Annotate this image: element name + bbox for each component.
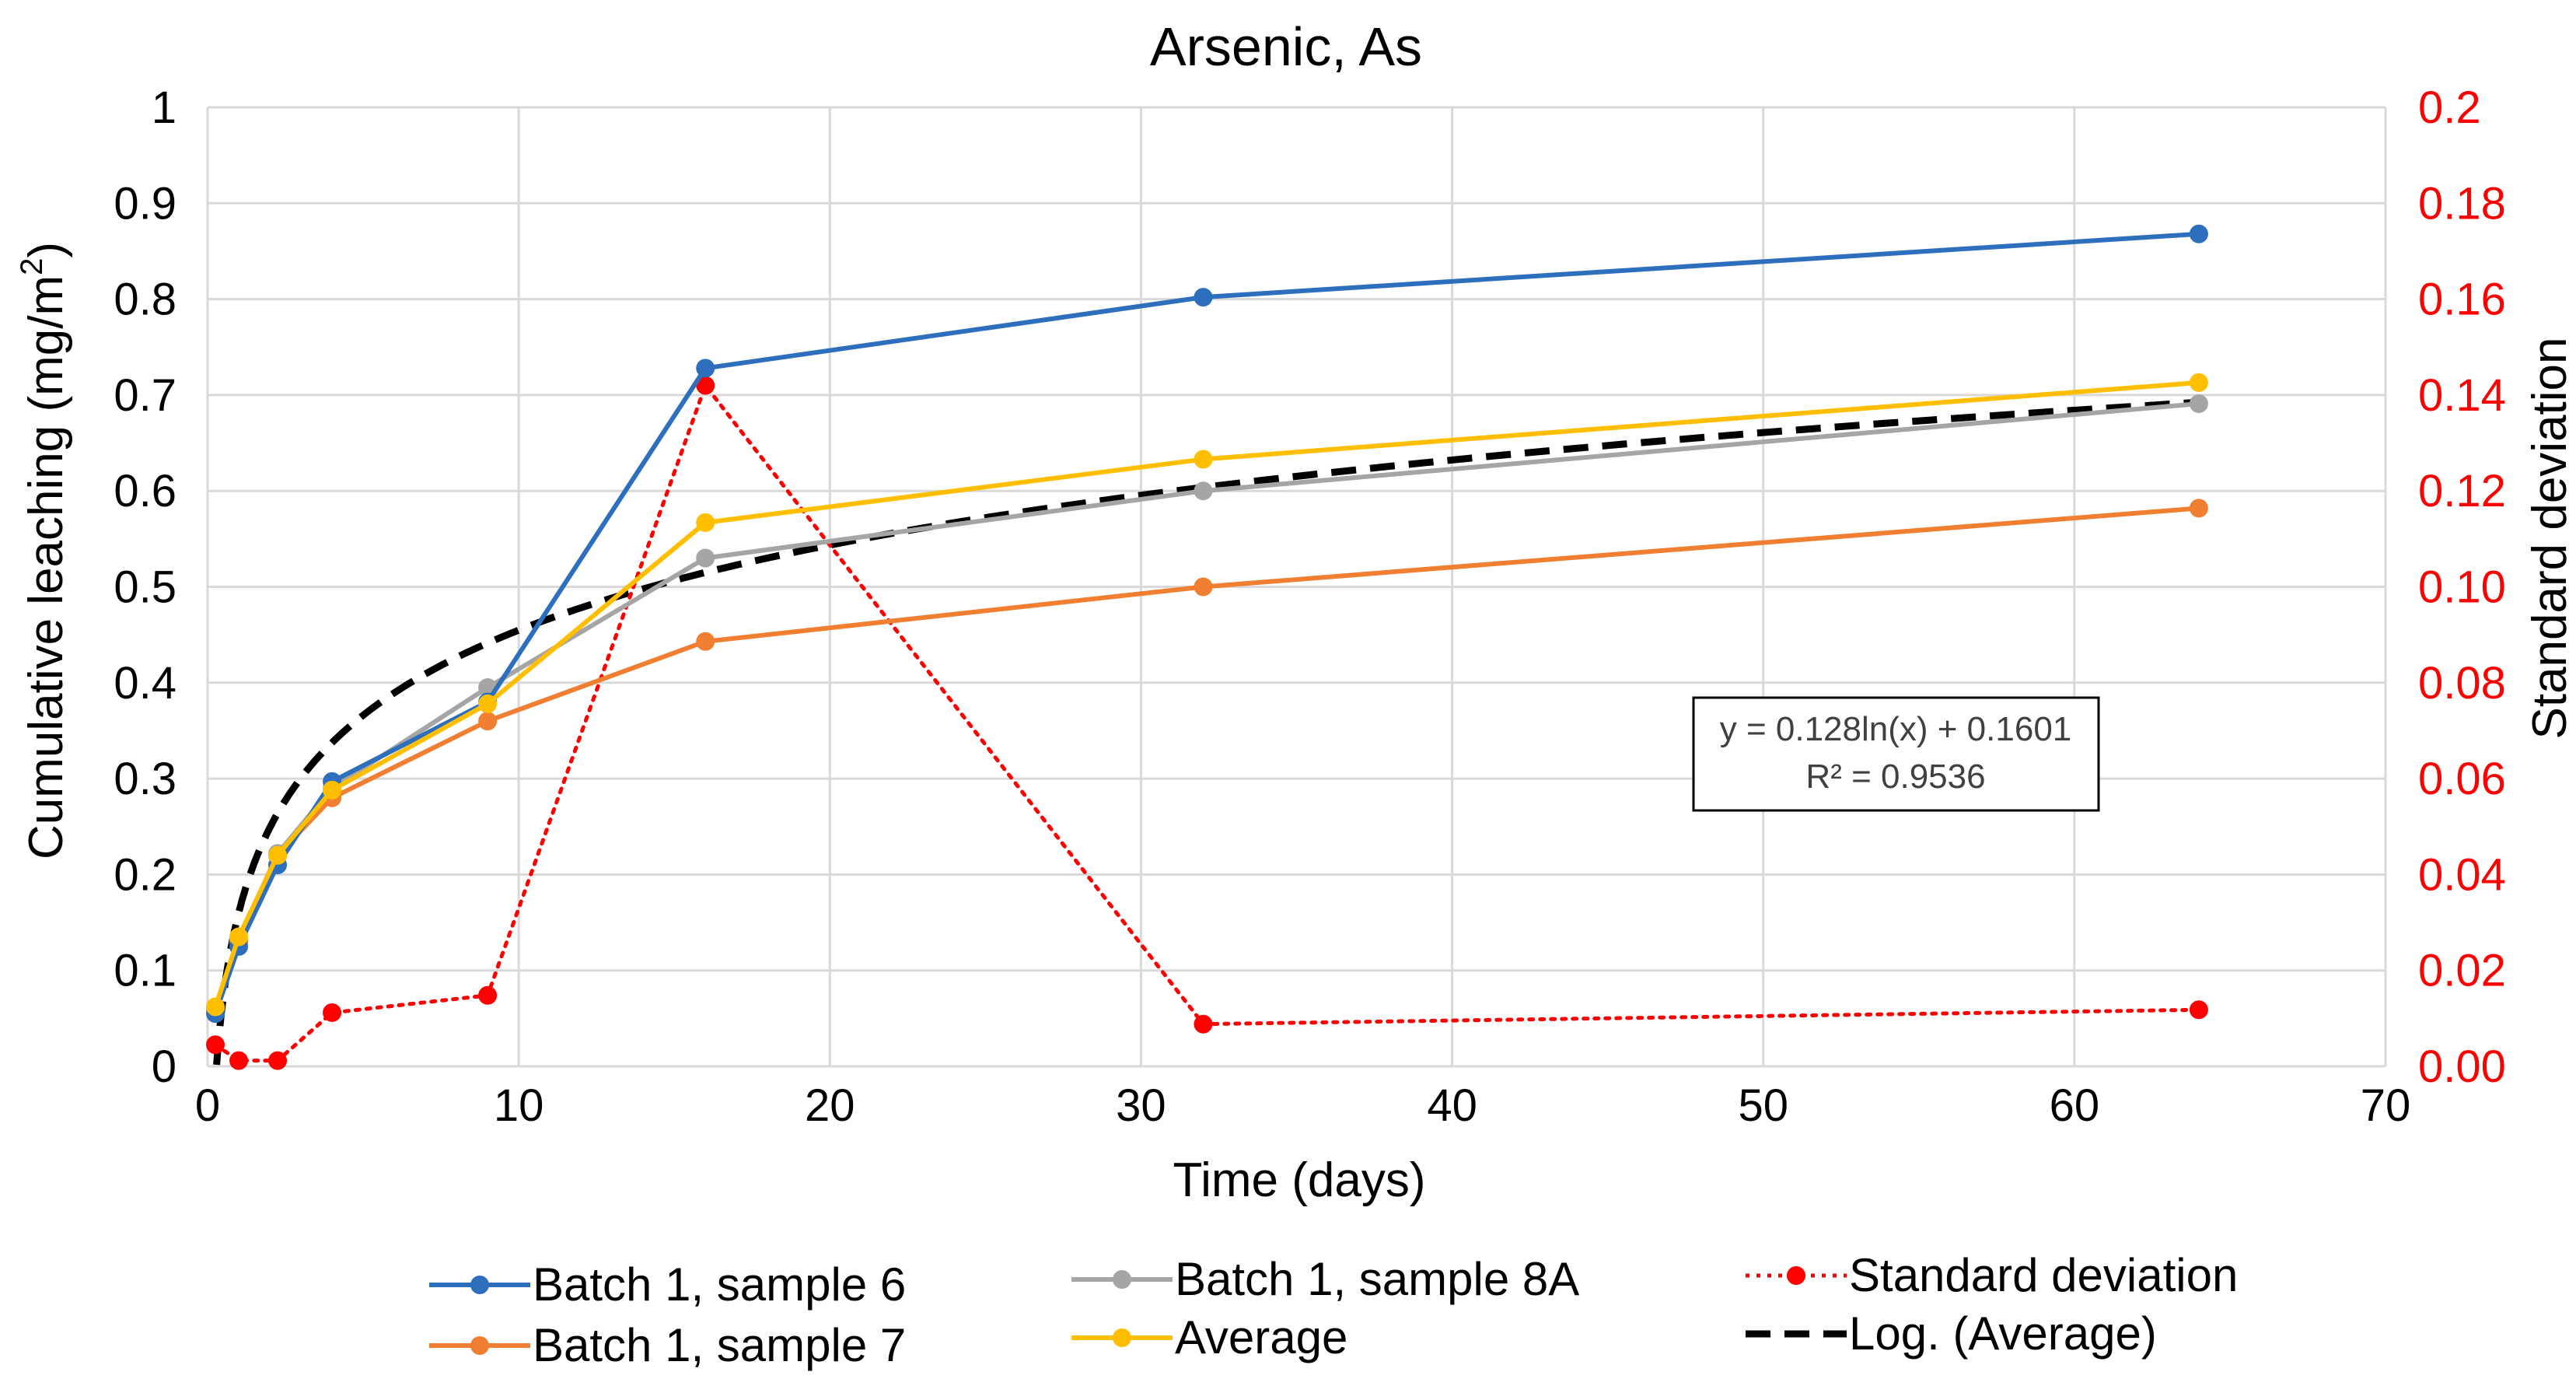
right-tick-label: 0.16 [2418, 275, 2506, 325]
data-point-batch-1-sample-7 [478, 712, 498, 731]
x-tick-label: 10 [494, 1080, 544, 1131]
data-point-average [268, 845, 288, 865]
data-point-average [1194, 450, 1213, 469]
series-line-average [213, 380, 2201, 1010]
trendline-r-squared: R² = 0.9536 [1805, 758, 1985, 796]
data-point-average [229, 927, 249, 947]
right-tick-label: 0.10 [2418, 562, 2506, 613]
trendline-equation-box: y = 0.128ln(x) + 0.1601 R² = 0.9536 [1692, 696, 2100, 812]
data-point-average [478, 694, 498, 713]
data-point-batch-1-sample-6 [2189, 224, 2208, 243]
legend-swatch-marker [470, 1276, 489, 1294]
right-tick-label: 0.02 [2418, 946, 2506, 996]
data-point-batch-1-sample-6 [696, 359, 715, 378]
data-point-batch-1-sample-7 [2189, 499, 2208, 518]
data-point-standard-deviation [478, 985, 498, 1005]
x-tick-label: 20 [805, 1080, 855, 1131]
left-tick-label: 0.6 [114, 466, 177, 516]
legend-label: Batch 1, sample 6 [533, 1258, 906, 1311]
data-point-standard-deviation [696, 376, 715, 395]
legend-entry: Batch 1, sample 6 [429, 1258, 906, 1311]
left-axis-ticks: 0 0.1 0.2 0.3 0.4 0.5 0.6 0.7 0.8 0.9 1 [114, 82, 177, 1092]
legend: Batch 1, sample 6 Batch 1, sample 7 Batch … [429, 1249, 2238, 1371]
left-tick-label: 0.3 [114, 754, 177, 804]
y-axis-title-close: ) [19, 242, 73, 258]
data-point-average [696, 513, 715, 532]
data-point-standard-deviation [323, 1003, 342, 1022]
data-point-standard-deviation [1194, 1014, 1213, 1034]
legend-label: Average [1175, 1311, 1347, 1363]
legend-entry: Batch 1, sample 8A [1071, 1253, 1579, 1305]
data-point-average [323, 780, 342, 800]
legend-swatch-marker [470, 1336, 489, 1355]
left-tick-label: 0.8 [114, 275, 177, 325]
y-axis-title-superscript: 2 [15, 258, 49, 275]
data-point-standard-deviation [229, 1051, 249, 1070]
left-tick-label: 0.9 [114, 178, 177, 229]
y2-axis-title: Standard deviation [2523, 337, 2576, 739]
trendline-layer [213, 398, 2200, 1066]
data-point-batch-1-sample-8a [1194, 481, 1213, 501]
left-tick-label: 0.4 [114, 658, 177, 709]
y-axis-title-main: Cumulative leaching (mg/m [19, 275, 73, 859]
right-tick-label: 0.00 [2418, 1041, 2506, 1092]
legend-entry: Standard deviation [1746, 1249, 2238, 1301]
data-point-standard-deviation [206, 1035, 225, 1055]
data-point-batch-1-sample-8a [696, 548, 715, 568]
data-point-batch-1-sample-7 [696, 632, 715, 651]
right-tick-label: 0.2 [2418, 82, 2481, 133]
chart-title: Arsenic, As [1150, 16, 1422, 77]
x-axis-title: Time (days) [1173, 1153, 1426, 1207]
axes [206, 107, 2386, 1068]
x-tick-label: 40 [1427, 1080, 1477, 1131]
data-point-batch-1-sample-8a [2189, 394, 2208, 413]
left-tick-label: 0.2 [114, 849, 177, 900]
right-tick-label: 0.06 [2418, 754, 2506, 804]
data-point-batch-1-sample-7 [1194, 577, 1213, 597]
x-tick-label: 30 [1116, 1080, 1166, 1131]
legend-entry: Log. (Average) [1746, 1307, 2157, 1360]
legend-label: Standard deviation [1849, 1249, 2238, 1301]
right-tick-label: 0.12 [2418, 466, 2506, 516]
right-tick-label: 0.08 [2418, 658, 2506, 709]
equation-box-frame [1692, 696, 2100, 812]
legend-label: Batch 1, sample 8A [1175, 1253, 1579, 1305]
series-layer [206, 224, 2208, 1070]
legend-entry: Batch 1, sample 7 [429, 1319, 906, 1371]
left-tick-label: 1 [152, 82, 177, 133]
right-tick-label: 0.18 [2418, 178, 2506, 229]
x-tick-label: 0 [195, 1080, 220, 1131]
right-tick-label: 0.14 [2418, 370, 2506, 421]
legend-swatch-marker [1787, 1266, 1805, 1285]
trendline-log-average [213, 398, 2200, 1066]
x-tick-label: 60 [2050, 1080, 2100, 1131]
legend-swatch-marker [1113, 1328, 1131, 1347]
left-tick-label: 0.1 [114, 946, 177, 996]
legend-label: Batch 1, sample 7 [533, 1319, 906, 1371]
legend-swatch-marker [1113, 1270, 1131, 1289]
right-axis-ticks: 0.00 0.02 0.04 0.06 0.08 0.10 0.12 0.14 0.16 0.18… [2418, 82, 2506, 1092]
data-point-average [206, 997, 225, 1017]
legend-entry: Average [1071, 1311, 1347, 1363]
data-point-average [2189, 373, 2208, 392]
data-point-standard-deviation [2189, 1000, 2208, 1020]
left-tick-label: 0.7 [114, 370, 177, 421]
data-point-standard-deviation [268, 1051, 288, 1070]
right-tick-label: 0.04 [2418, 849, 2506, 900]
x-axis-ticks: 0 10 20 30 40 50 60 70 [195, 1080, 2410, 1131]
x-tick-label: 70 [2361, 1080, 2411, 1131]
legend-label: Log. (Average) [1849, 1307, 2157, 1360]
trendline-equation: y = 0.128ln(x) + 0.1601 [1720, 710, 2072, 748]
y-axis-title: Cumulative leaching (mg/m2) [15, 242, 73, 859]
data-point-batch-1-sample-6 [1194, 288, 1213, 307]
left-tick-label: 0 [152, 1041, 177, 1092]
left-tick-label: 0.5 [114, 562, 177, 613]
x-tick-label: 50 [1738, 1080, 1788, 1131]
